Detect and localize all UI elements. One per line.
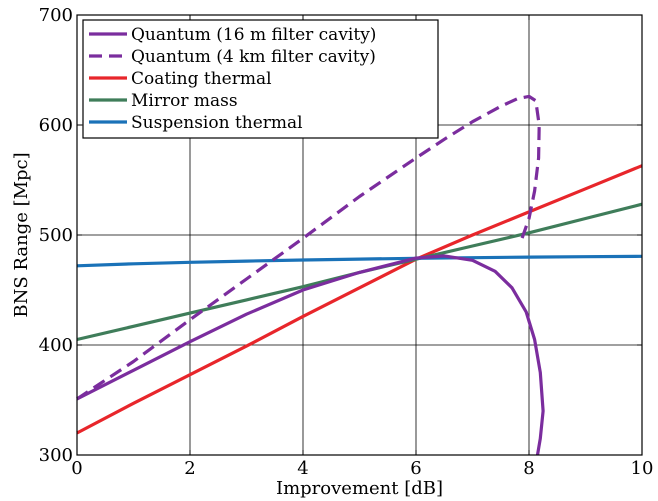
series-line-1 (76, 254, 545, 456)
x-tick-label: 6 (410, 458, 421, 479)
x-tick-label: 0 (71, 458, 82, 479)
y-axis-label: BNS Range [Mpc] (11, 152, 32, 317)
series-line-3 (76, 164, 643, 435)
legend-label: Quantum (16 m filter cavity) (131, 25, 376, 45)
legend-label: Coating thermal (131, 69, 272, 89)
axis-ticks: 0 2 4 6 8 10 300 400 500 600 700 (39, 5, 654, 479)
legend-label: Mirror mass (131, 91, 238, 111)
legend-label: Suspension thermal (131, 113, 303, 133)
x-tick-label: 4 (297, 458, 308, 479)
legend: Quantum (16 m filter cavity)Quantum (4 k… (82, 19, 439, 139)
y-tick-label: 500 (39, 225, 73, 246)
series-lines (76, 94, 643, 456)
x-axis-label: Improvement [dB] (276, 478, 443, 499)
legend-label: Quantum (4 km filter cavity) (131, 47, 376, 67)
y-tick-label: 700 (39, 5, 73, 26)
y-tick-label: 600 (39, 115, 73, 136)
x-tick-label: 10 (631, 458, 654, 479)
legend-box (82, 19, 439, 139)
x-tick-label: 8 (523, 458, 534, 479)
series-line-5 (76, 254, 643, 268)
y-tick-label: 300 (39, 445, 73, 466)
y-tick-label: 400 (39, 335, 73, 356)
x-tick-label: 2 (184, 458, 195, 479)
